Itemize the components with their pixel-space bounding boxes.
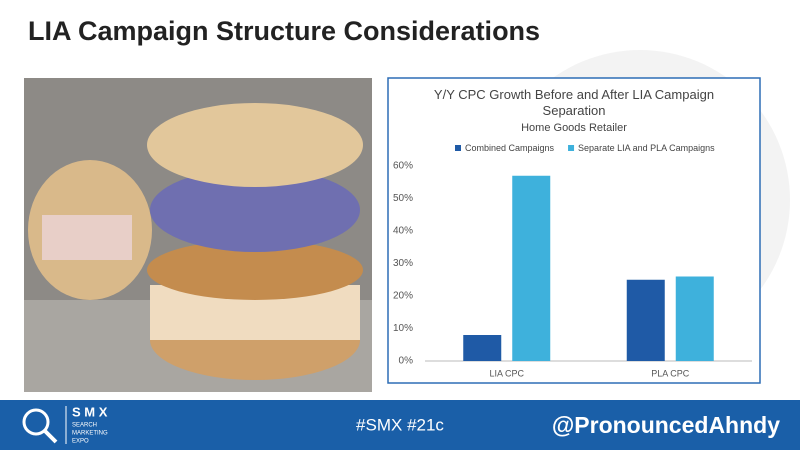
speaker-handle: @PronouncedAhndy — [552, 412, 780, 438]
y-tick-label: 60% — [393, 161, 413, 172]
chart-title: Y/Y CPC Growth Before and After LIA Camp… — [434, 87, 714, 118]
y-tick-label: 40% — [393, 226, 413, 237]
bar — [626, 279, 665, 361]
logo-magnifier — [22, 408, 50, 436]
bar — [675, 276, 714, 361]
hashtag: #SMX #21c — [356, 415, 444, 434]
y-tick-label: 30% — [393, 258, 413, 269]
cookie-top — [147, 103, 363, 187]
footer-band — [0, 400, 800, 450]
legend-label: Separate LIA and PLA Campaigns — [578, 143, 715, 153]
slide-title: LIA Campaign Structure Considerations — [28, 16, 540, 46]
cookie-side-filling — [42, 215, 132, 260]
logo-handle — [43, 429, 58, 444]
logo-subtext: EXPO — [72, 439, 89, 445]
legend-label: Combined Campaigns — [465, 143, 555, 153]
logo-text: S M X — [72, 404, 108, 419]
chart: 0% 10% 20% 30% 40% 50% 60% Combined Campaigns Se… — [393, 143, 752, 378]
legend-swatch — [455, 145, 461, 151]
blueberry-filling — [150, 168, 360, 252]
legend-swatch — [568, 145, 575, 151]
cookie-middle — [147, 240, 363, 300]
logo-subtext: SEARCH — [72, 423, 97, 429]
logo-subtext: MARKETING — [72, 431, 108, 437]
y-tick-label: 50% — [393, 193, 413, 204]
x-tick-label: LIA CPC — [489, 368, 524, 378]
y-tick-label: 10% — [393, 323, 413, 334]
y-tick-label: 20% — [393, 291, 413, 302]
bar — [463, 335, 502, 361]
chart-subtitle: Home Goods Retailer — [521, 122, 627, 134]
photo — [24, 78, 372, 392]
y-tick-label: 0% — [399, 356, 414, 367]
bar — [512, 175, 551, 361]
x-tick-label: PLA CPC — [651, 368, 690, 378]
